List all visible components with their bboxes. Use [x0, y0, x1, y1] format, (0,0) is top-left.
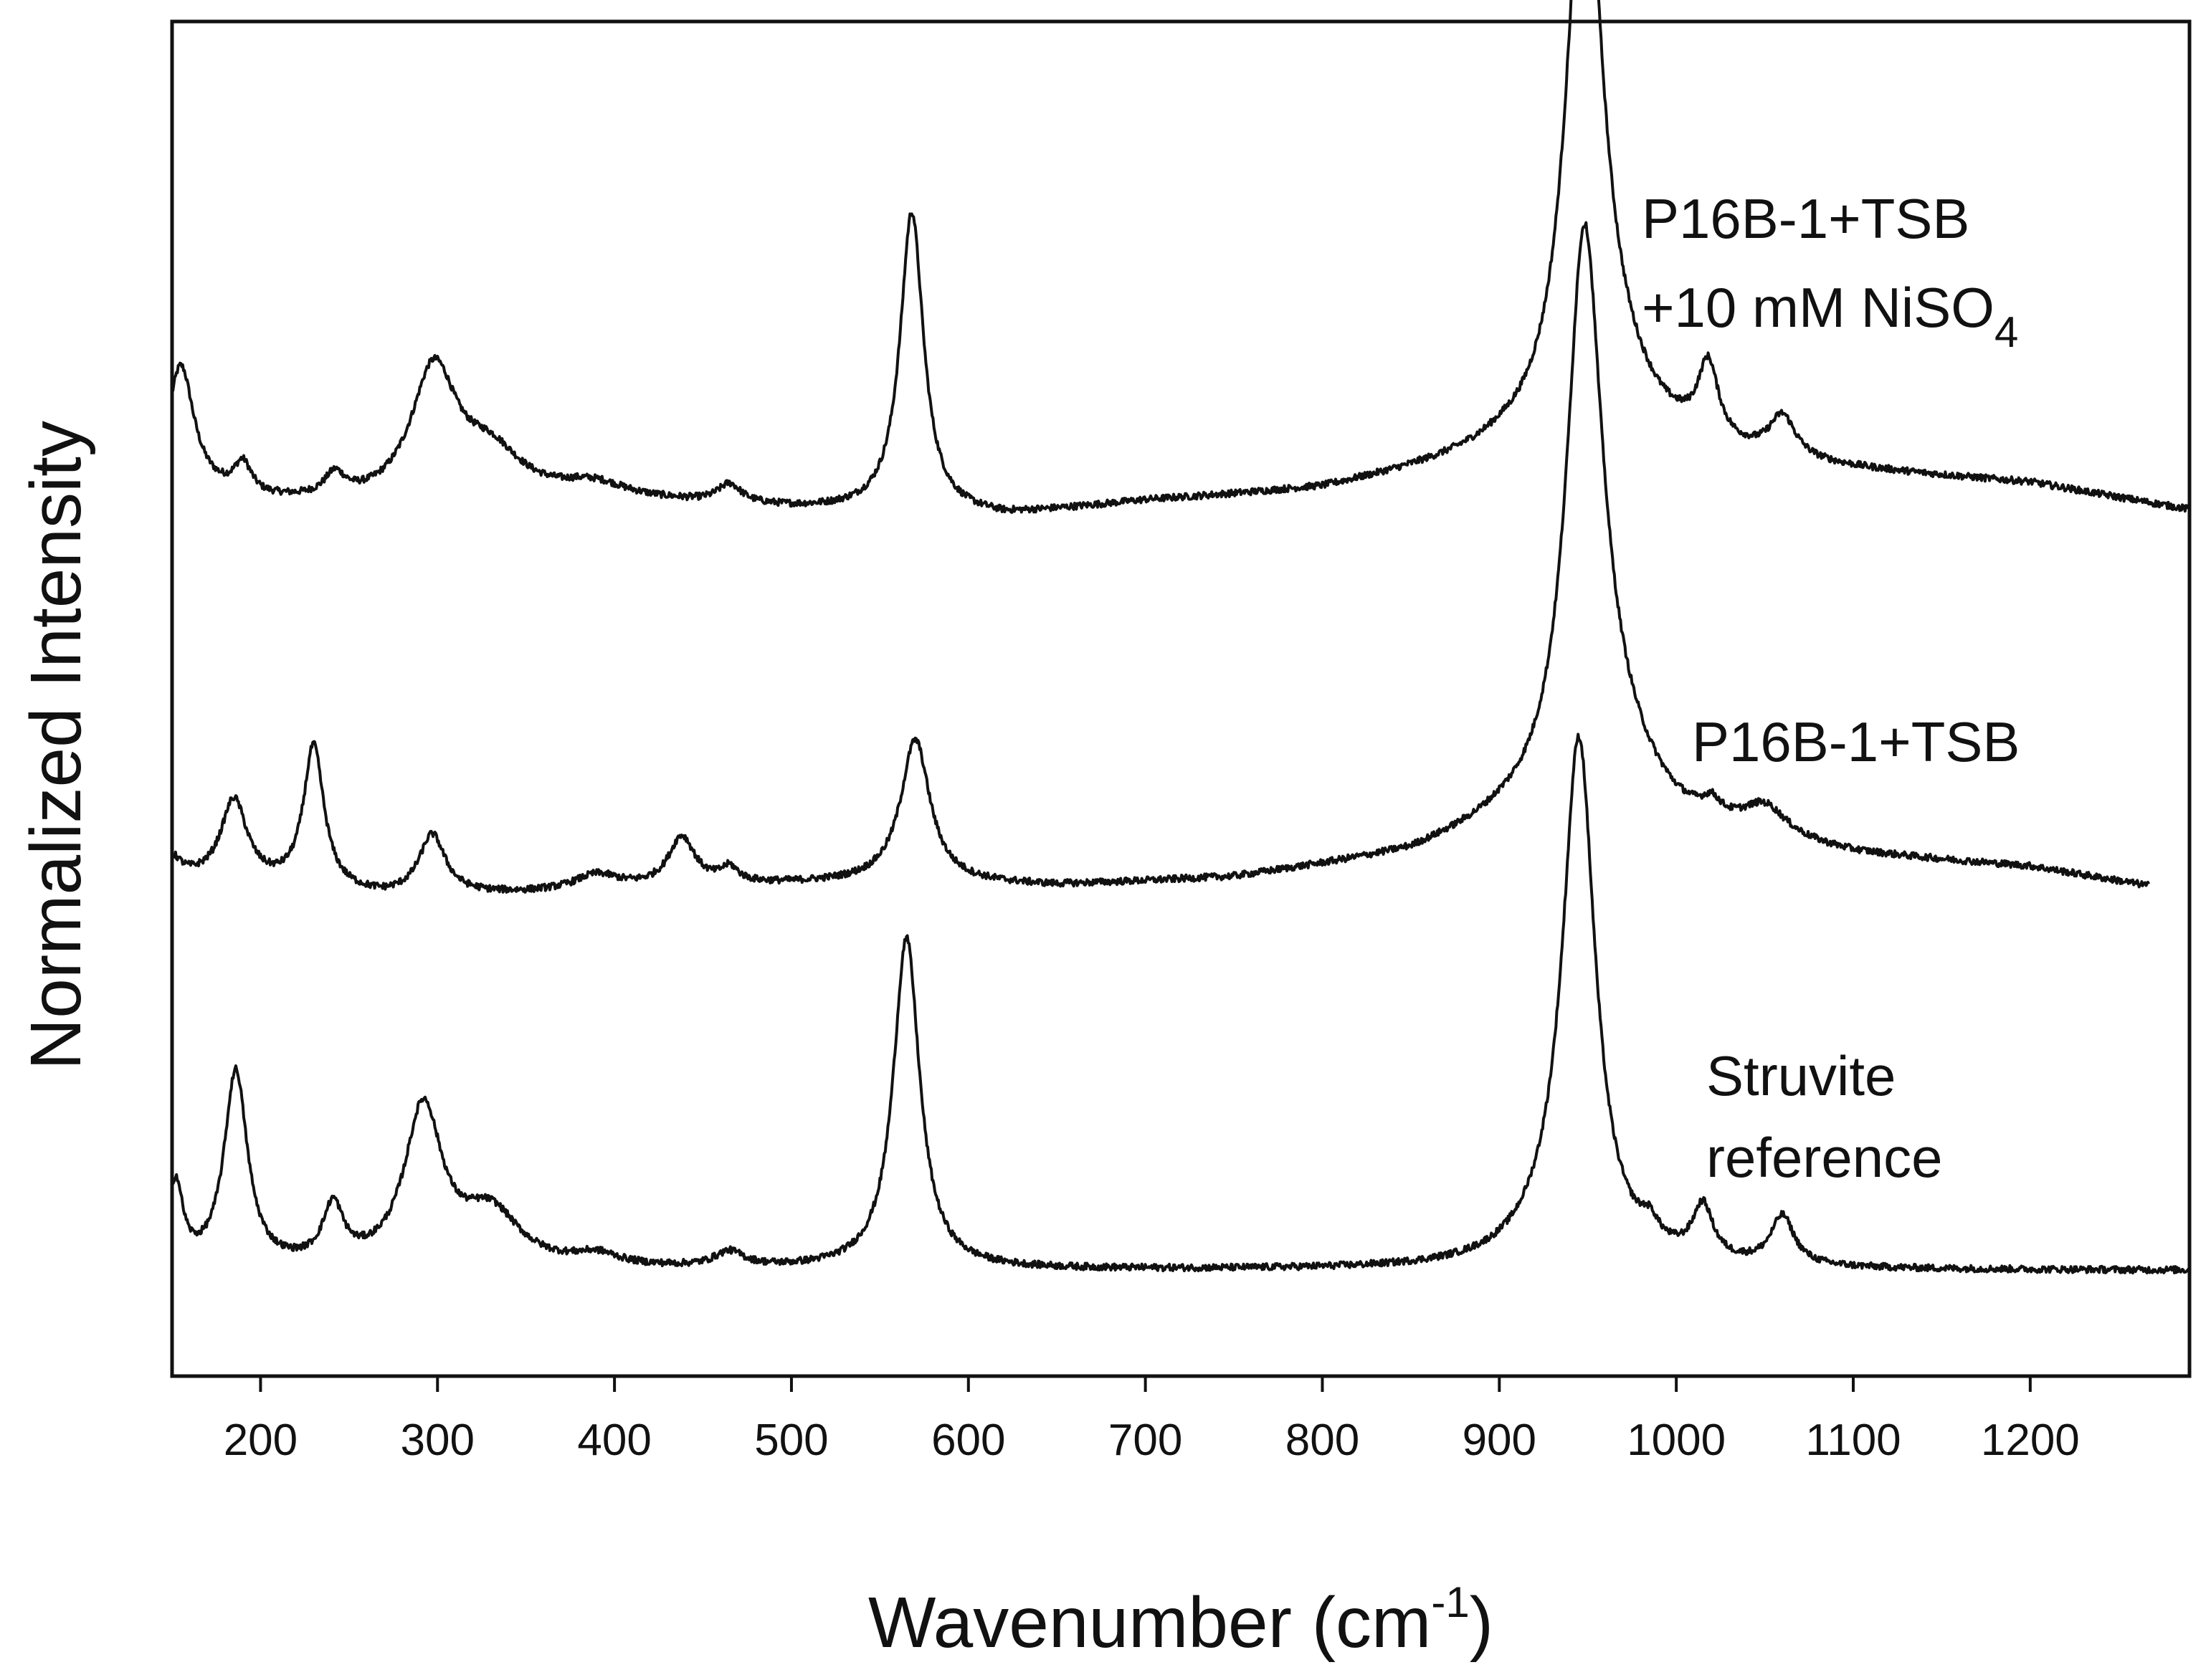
series-label-struvite-line2: reference — [1706, 1126, 1943, 1189]
x-tick-label-1100: 1100 — [1805, 1416, 1901, 1465]
series-line-2 — [171, 732, 2191, 1275]
series-label-nisO4-line2: +10 mM NiSO4 — [1642, 276, 2018, 356]
series-lines — [171, 0, 2191, 1275]
x-tick-label-700: 700 — [1108, 1416, 1182, 1465]
series-line-1 — [171, 221, 2151, 894]
series-label-nisO4-line1: P16B-1+TSB — [1642, 187, 1969, 250]
x-tick-label-1200: 1200 — [1981, 1416, 2080, 1465]
x-tick-label-600: 600 — [931, 1416, 1005, 1465]
x-tick-label-200: 200 — [224, 1416, 298, 1465]
x-axis-ticks: 200 300 400 500 600 700 800 900 1000 1100 1200 — [224, 1376, 2080, 1465]
x-tick-label-1000: 1000 — [1627, 1416, 1726, 1465]
series-label-struvite-line1: Struvite — [1706, 1044, 1896, 1107]
x-tick-label-300: 300 — [401, 1416, 475, 1465]
series-label-nisO4-line2-main: +10 mM NiSO — [1642, 276, 1994, 339]
series-line-0 — [171, 0, 2191, 514]
x-tick-label-500: 500 — [754, 1416, 828, 1465]
x-axis-title-main: Wavenumber (cm — [868, 1583, 1431, 1663]
series-label-nisO4-subscript: 4 — [1994, 308, 2018, 356]
plot-frame — [170, 19, 2192, 1378]
series-label-tsb: P16B-1+TSB — [1692, 710, 2020, 773]
x-tick-label-400: 400 — [577, 1416, 651, 1465]
x-tick-label-800: 800 — [1285, 1416, 1359, 1465]
x-axis-title-close: ) — [1470, 1583, 1493, 1663]
x-axis-title: Wavenumber (cm-1) — [868, 1578, 1493, 1663]
x-axis-title-superscript: -1 — [1431, 1578, 1469, 1626]
x-tick-label-900: 900 — [1463, 1416, 1536, 1465]
y-axis-title: Normalized Intensity — [16, 421, 96, 1070]
